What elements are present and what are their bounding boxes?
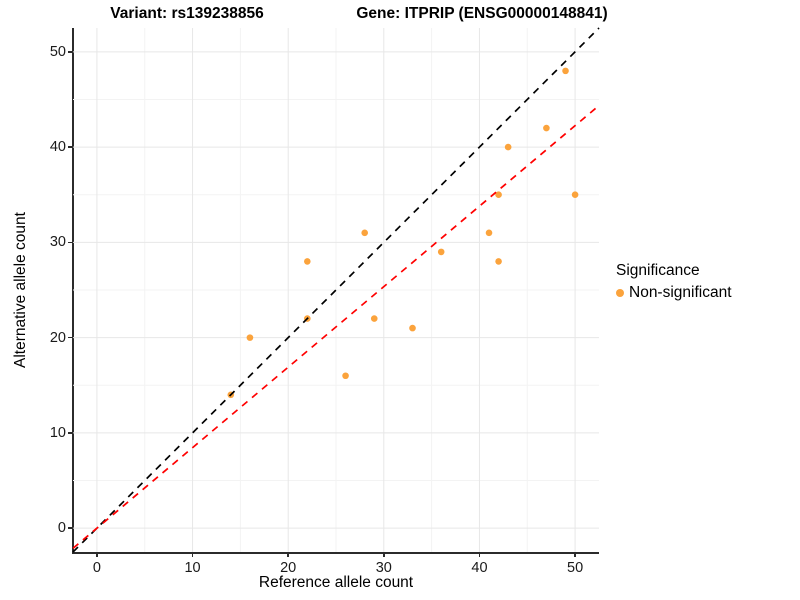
x-tick-label: 0 (92, 560, 101, 576)
data-point (370, 315, 378, 322)
x-tick-mark (287, 552, 289, 557)
y-axis-label: Alternative allele count (12, 212, 29, 368)
data-point (409, 324, 416, 332)
fit-line (72, 104, 600, 549)
data-point (495, 191, 502, 199)
x-tick-mark (574, 552, 576, 557)
x-tick-label: 40 (471, 560, 488, 576)
x-tick-mark (478, 552, 481, 557)
x-tick-label: 30 (375, 560, 392, 576)
legend: Significance Non-significant (616, 262, 732, 302)
data-point (571, 191, 579, 199)
data-point (304, 258, 311, 265)
data-point (246, 334, 254, 341)
identity-line (72, 27, 600, 553)
legend-item-label: Non-significant (629, 284, 732, 301)
data-point (562, 67, 569, 75)
y-tick-label: 40 (49, 139, 66, 156)
x-axis-line (72, 552, 599, 554)
y-tick-label: 50 (49, 43, 66, 60)
x-axis-label: Reference allele count (258, 574, 414, 591)
gene-title: Gene: ITPRIP (ENSG00000148841) (356, 5, 608, 22)
variant-title: Variant: rs139238856 (110, 5, 264, 22)
legend-point-icon (616, 289, 624, 297)
x-tick-label: 10 (184, 560, 201, 576)
data-point (361, 229, 368, 237)
data-point (485, 229, 493, 237)
legend-title: Significance (616, 262, 700, 279)
x-tick-mark (383, 552, 385, 557)
y-tick-mark (68, 527, 73, 529)
y-tick-label: 10 (49, 424, 66, 441)
y-tick-label: 20 (49, 329, 66, 346)
y-tick-mark (68, 146, 73, 148)
x-tick-mark (96, 552, 98, 557)
data-point (504, 143, 512, 151)
legend-item-non-significant: Non-significant (616, 284, 732, 302)
data-point (495, 258, 502, 265)
data-point (437, 248, 445, 256)
y-tick-label: 30 (49, 234, 66, 251)
plot-panel (72, 27, 600, 553)
y-tick-mark (68, 241, 73, 244)
x-tick-label: 50 (567, 560, 584, 576)
data-point (543, 124, 550, 132)
x-tick-label: 20 (280, 560, 297, 576)
y-tick-mark (68, 432, 73, 434)
y-axis-line (72, 28, 74, 554)
x-tick-mark (191, 552, 194, 557)
y-tick-label: 0 (57, 520, 66, 537)
data-point (342, 372, 349, 380)
y-tick-mark (68, 336, 73, 339)
y-tick-mark (68, 51, 73, 53)
